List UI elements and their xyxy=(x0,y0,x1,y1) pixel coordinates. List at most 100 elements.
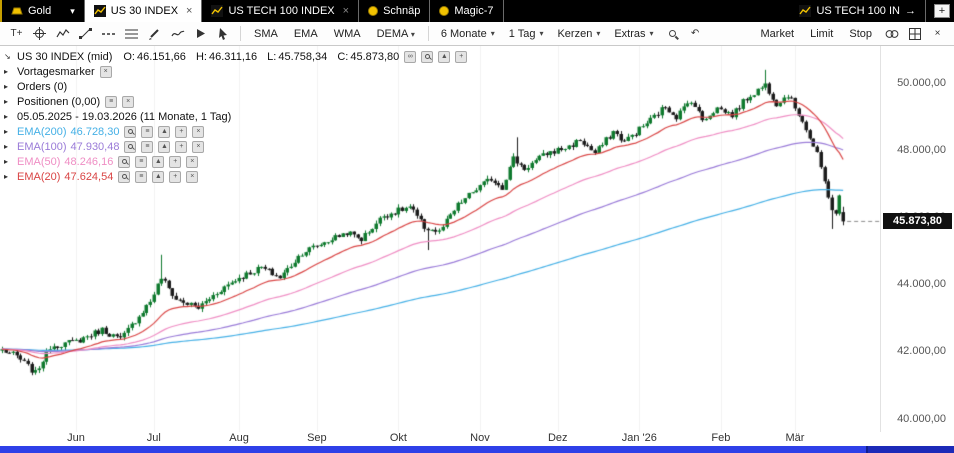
tab-label: Gold xyxy=(28,5,52,17)
high-value: 46.311,16 xyxy=(208,50,258,63)
fibonacci-tool-icon[interactable] xyxy=(121,24,142,43)
row-bullet-icon: ▸ xyxy=(4,157,9,166)
wma-button[interactable]: WMA xyxy=(333,27,361,40)
tab-ustech100-overflow[interactable]: US TECH 100 IN → xyxy=(790,0,926,22)
link-charts-icon[interactable] xyxy=(881,24,902,43)
tab-label: Magic-7 xyxy=(454,5,494,17)
limit-order-button[interactable]: Limit xyxy=(810,27,834,40)
tab-ustech100-index[interactable]: US TECH 100 INDEX × xyxy=(202,0,360,22)
close-icon[interactable]: × xyxy=(186,5,193,17)
tab-magic-7[interactable]: Magic-7 xyxy=(430,0,504,22)
chart-type-dropdown[interactable]: Kerzen ▾ xyxy=(551,26,606,42)
period-value: 6 Monate xyxy=(440,27,487,40)
remove-icon[interactable]: × xyxy=(192,140,205,153)
remove-icon[interactable]: × xyxy=(186,170,199,183)
price-tick-label: 40.000,00 xyxy=(897,412,946,425)
crosshair-tool-icon[interactable] xyxy=(29,24,50,43)
close-icon[interactable]: × xyxy=(342,5,350,17)
tab-schnaep[interactable]: Schnäp xyxy=(359,0,431,22)
arrow-up-icon[interactable]: ▲ xyxy=(152,155,165,168)
arrow-up-icon[interactable]: ▲ xyxy=(158,125,171,138)
remove-icon[interactable]: × xyxy=(99,65,112,78)
scrollbar-handle[interactable] xyxy=(0,446,868,453)
chevron-down-icon: ▾ xyxy=(649,29,654,38)
tab-us30-index[interactable]: US 30 INDEX × xyxy=(84,0,203,22)
remove-icon[interactable]: × xyxy=(186,155,199,168)
chart-spark-icon xyxy=(93,5,106,17)
settings-icon[interactable]: ≡ xyxy=(135,155,148,168)
month-label: Aug xyxy=(229,432,249,444)
undo-icon[interactable]: ↶ xyxy=(690,28,700,39)
gold-ingot-icon xyxy=(11,7,23,15)
zoom-icon[interactable] xyxy=(662,24,683,43)
trendline-tool-icon[interactable] xyxy=(75,24,96,43)
ema200-value: 46.728,30 xyxy=(70,125,120,138)
chart-region: ↘ US 30 INDEX (mid) O: 46.151,66 H: 46.311… xyxy=(0,46,954,446)
chart-toolbar: T+ SMA EMA WMA DEMA ▾ 6 Monate ▾ 1 Tag ▾ K… xyxy=(0,22,954,46)
price-chart-canvas[interactable] xyxy=(0,46,880,432)
market-order-button[interactable]: Market xyxy=(760,27,795,40)
arrow-right-icon[interactable]: → xyxy=(905,5,916,17)
period-dropdown[interactable]: 6 Monate ▾ xyxy=(435,26,501,42)
chevron-down-icon[interactable]: ▾ xyxy=(70,5,75,16)
remove-icon[interactable]: × xyxy=(192,125,205,138)
price-tick-label: 48.000,00 xyxy=(897,144,946,157)
freehand-tool-icon[interactable] xyxy=(167,24,188,43)
layout-grid-icon[interactable] xyxy=(904,24,925,43)
new-tab-button[interactable]: + xyxy=(934,4,950,18)
orders-row: ▸ Orders (0) xyxy=(4,79,467,94)
settings-icon[interactable]: ≡ xyxy=(105,95,118,108)
add-icon[interactable]: + xyxy=(175,125,188,138)
ema-button[interactable]: EMA xyxy=(293,27,318,40)
close-label: C: xyxy=(337,50,349,63)
extras-dropdown[interactable]: Extras ▾ xyxy=(608,26,659,42)
text-tool-icon[interactable]: T+ xyxy=(10,28,23,39)
stop-order-button[interactable]: Stop xyxy=(849,27,872,40)
settings-icon[interactable]: ≡ xyxy=(135,170,148,183)
search-icon[interactable] xyxy=(124,125,137,138)
settings-icon[interactable]: ≡ xyxy=(141,125,154,138)
chevron-down-icon: ▾ xyxy=(490,29,495,38)
add-icon[interactable]: + xyxy=(175,140,188,153)
pointer-tool-icon[interactable] xyxy=(213,24,234,43)
row-bullet-icon: ↘ xyxy=(4,52,11,61)
ema20-value: 47.624,54 xyxy=(64,170,114,183)
tab-label: US TECH 100 IN xyxy=(816,5,900,17)
arrow-up-icon[interactable]: ▲ xyxy=(438,50,451,63)
add-icon[interactable]: + xyxy=(455,50,468,63)
dema-label: DEMA xyxy=(376,27,408,40)
remove-icon[interactable]: × xyxy=(122,95,135,108)
yellow-ball-icon xyxy=(439,6,450,16)
tab-label: US TECH 100 INDEX xyxy=(228,5,335,17)
pencil-tool-icon[interactable] xyxy=(144,24,165,43)
close-icon[interactable]: × xyxy=(934,28,941,39)
search-icon[interactable] xyxy=(118,170,131,183)
sma-button[interactable]: SMA xyxy=(254,27,278,40)
add-icon[interactable]: + xyxy=(169,170,182,183)
instrument-title: US 30 INDEX (mid) xyxy=(17,50,113,63)
link-icon[interactable]: ∞ xyxy=(404,50,417,63)
extras-value: Extras xyxy=(614,27,646,40)
dema-button[interactable]: DEMA ▾ xyxy=(370,26,422,42)
arrow-up-icon[interactable]: ▲ xyxy=(158,140,171,153)
chart-type-value: Kerzen xyxy=(557,27,593,40)
indicator-tool-icon[interactable] xyxy=(52,24,73,43)
search-icon[interactable] xyxy=(118,155,131,168)
horizontal-line-tool-icon[interactable] xyxy=(98,24,119,43)
chevron-down-icon: ▾ xyxy=(596,29,601,38)
row-bullet-icon: ▸ xyxy=(4,97,9,106)
tab-gold[interactable]: Gold ▾ xyxy=(2,0,85,22)
chart-scrollbar[interactable] xyxy=(0,446,954,453)
month-label: Jul xyxy=(146,432,161,444)
add-icon[interactable]: + xyxy=(169,155,182,168)
search-icon[interactable] xyxy=(421,50,434,63)
settings-icon[interactable]: ≡ xyxy=(141,140,154,153)
play-cursor-tool-icon[interactable] xyxy=(190,24,211,43)
search-icon[interactable] xyxy=(124,140,137,153)
arrow-up-icon[interactable]: ▲ xyxy=(152,170,165,183)
open-value: 46.151,66 xyxy=(136,50,186,63)
time-axis[interactable]: Jun Jul Aug Sep Okt Nov Dez Jan '26 Feb … xyxy=(0,432,880,446)
interval-dropdown[interactable]: 1 Tag ▾ xyxy=(503,26,550,42)
price-axis[interactable]: 50.000,00 48.000,00 46.000,00 44.000,00 … xyxy=(880,46,954,432)
tab-label: Schnäp xyxy=(383,5,421,17)
